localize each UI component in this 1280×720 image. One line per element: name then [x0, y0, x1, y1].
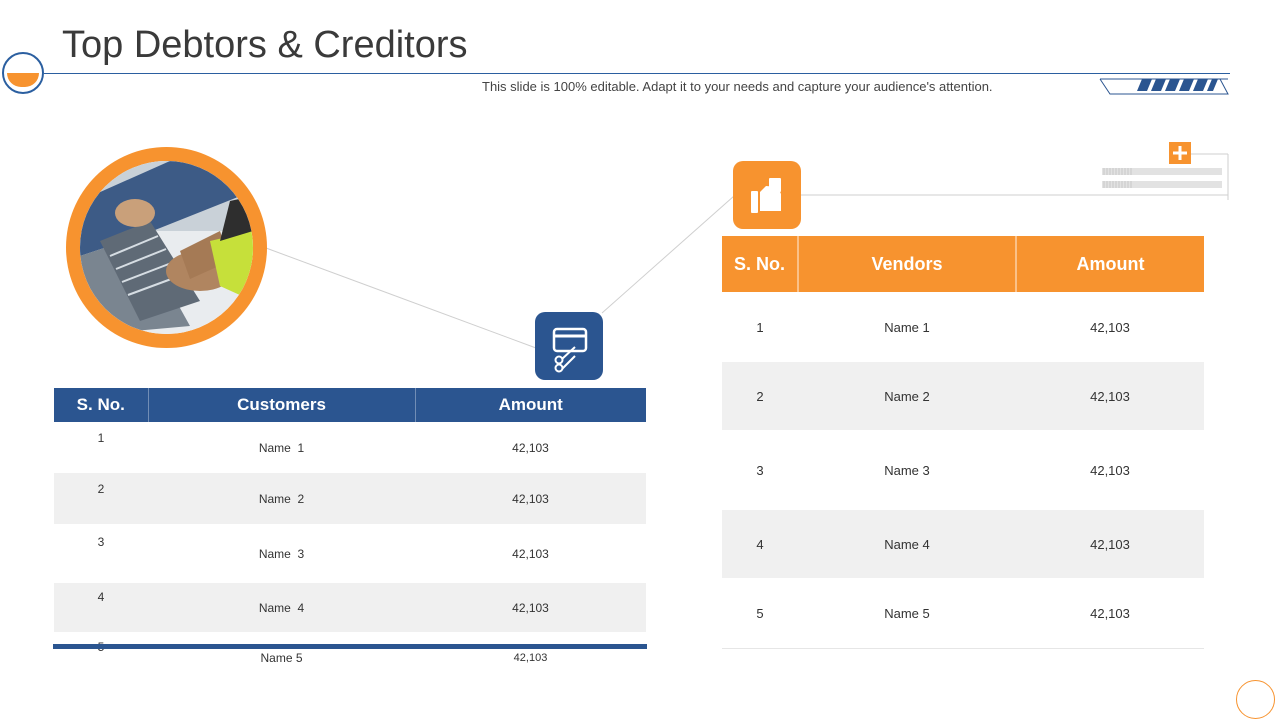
- photo-laptop-hands: [80, 161, 253, 334]
- page-title: Top Debtors & Creditors: [62, 24, 468, 66]
- table-header-row: S. No. Vendors Amount: [722, 236, 1204, 292]
- cell-amount: 42,103: [513, 652, 548, 664]
- cell-sno: 4: [722, 510, 798, 578]
- header-vendors: Vendors: [798, 236, 1017, 292]
- table-header-row: S. No. Customers Amount: [54, 388, 646, 422]
- table-row: 2 Name 2 42,103: [722, 362, 1204, 430]
- customers-icon-tile: [535, 312, 603, 380]
- cell-sno: 5: [722, 578, 798, 649]
- hand-money-icon: [751, 178, 781, 213]
- cell-sno: 1: [756, 319, 764, 335]
- table-row: 3 Name 3 42,103: [54, 524, 646, 583]
- header-divider: [44, 73, 1230, 74]
- cell-name: Name 5: [798, 578, 1016, 649]
- header-sno: S. No.: [722, 236, 799, 292]
- header-amount: Amount: [415, 388, 646, 422]
- logo-half-shape: [7, 73, 39, 87]
- corner-circle-decoration: [1236, 680, 1275, 719]
- table-row: 2 Name 2 42,103: [54, 473, 646, 524]
- cell-amount: 42,103: [1016, 578, 1204, 649]
- cell-amount: 42,103: [1016, 510, 1204, 578]
- page-subtitle: This slide is 100% editable. Adapt it to…: [482, 79, 993, 94]
- cell-name: Name 3: [258, 546, 305, 561]
- header-amount: Amount: [1016, 236, 1204, 292]
- customers-table-bottom-rule: [53, 644, 647, 649]
- vendors-icon-tile: [733, 161, 801, 229]
- cell-amount: 42,103: [1090, 462, 1130, 478]
- cell-amount: 42,103: [415, 473, 646, 524]
- cell-sno: 3: [97, 535, 105, 549]
- photo-frame: [66, 147, 267, 348]
- cell-amount: 42,103: [1090, 319, 1130, 335]
- table-row: 4 Name 4 42,103: [54, 583, 646, 632]
- header-sno: S. No.: [54, 388, 149, 422]
- cell-sno: 2: [722, 362, 798, 430]
- cell-name: Name 1: [258, 440, 305, 455]
- cell-sno: 2: [54, 473, 148, 524]
- cell-sno: 1: [97, 431, 105, 445]
- cell-name: Name 3: [884, 462, 930, 478]
- table-row: 5 Name 5 42,103: [54, 632, 646, 684]
- cell-name: Name 1: [884, 319, 930, 335]
- cell-name: Name 4: [798, 510, 1016, 578]
- text-placeholder-lines: [1102, 168, 1222, 188]
- table-row: 3 Name 3 42,103: [722, 430, 1204, 510]
- stripe-decoration: [1099, 78, 1229, 95]
- logo-circle: [2, 52, 44, 94]
- cell-name: Name 4: [148, 583, 415, 632]
- cell-sno: 5: [54, 632, 148, 684]
- table-row: 5 Name 5 42,103: [722, 578, 1204, 649]
- table-row: 4 Name 4 42,103: [722, 510, 1204, 578]
- customers-table: S. No. Customers Amount 1 Name 1 42,103 …: [54, 388, 646, 684]
- plus-icon: [1169, 142, 1191, 164]
- vendors-table: S. No. Vendors Amount 1 Name 1 42,103 2 …: [722, 236, 1204, 649]
- cell-amount: 42,103: [512, 440, 549, 455]
- cell-amount: 42,103: [512, 546, 549, 561]
- cell-sno: 4: [54, 583, 148, 632]
- cell-name: Name 5: [260, 651, 303, 665]
- table-row: 1 Name 1 42,103: [54, 422, 646, 473]
- cell-name: Name 2: [148, 473, 415, 524]
- header-customers: Customers: [148, 388, 416, 422]
- card-scissors-icon: [552, 327, 588, 373]
- cell-amount: 42,103: [1016, 362, 1204, 430]
- cell-name: Name 2: [798, 362, 1016, 430]
- cell-amount: 42,103: [415, 583, 646, 632]
- table-row: 1 Name 1 42,103: [722, 292, 1204, 362]
- cell-sno: 3: [756, 462, 764, 478]
